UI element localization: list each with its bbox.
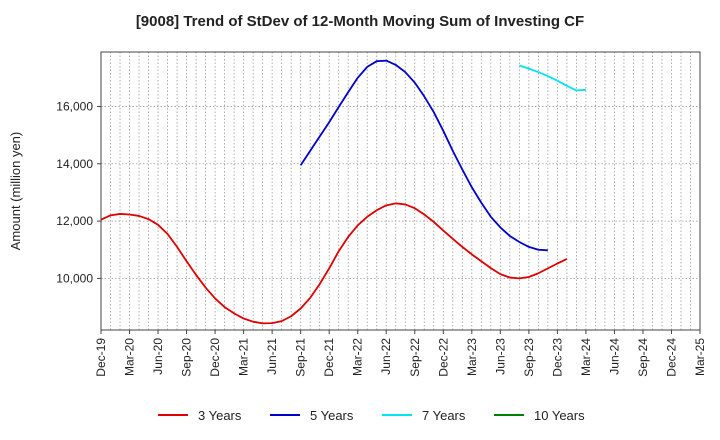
x-tick-label: Mar-21 — [237, 338, 251, 376]
x-tick-label: Mar-22 — [351, 338, 365, 376]
x-tick-label: Sep-24 — [636, 338, 650, 377]
x-tick-label: Dec-22 — [436, 338, 450, 377]
x-axis-ticks: Dec-19 Mar-20 Jun-20 Sep-20 Dec-20 Mar-21 Jun-… — [94, 330, 707, 377]
legend-label: 3 Years — [198, 408, 242, 423]
x-tick-label: Sep-22 — [408, 338, 422, 377]
x-tick-label: Sep-20 — [180, 338, 194, 377]
legend: 3 Years 5 Years 7 Years 10 Years — [158, 408, 585, 423]
plot-frame — [100, 51, 701, 331]
y-tick-label: 12,000 — [56, 214, 93, 228]
x-tick-label: Jun-20 — [151, 338, 165, 375]
legend-label: 7 Years — [422, 408, 466, 423]
x-tick-label: Jun-24 — [607, 338, 621, 375]
series-lines — [100, 59, 586, 325]
x-tick-label: Dec-24 — [664, 338, 678, 377]
grid-lines — [101, 52, 700, 330]
x-tick-label: Mar-25 — [693, 338, 707, 376]
x-tick-label: Dec-19 — [94, 338, 108, 377]
y-axis-label: Amount (million yen) — [8, 132, 23, 251]
x-tick-label: Dec-23 — [550, 338, 564, 377]
legend-label: 5 Years — [310, 408, 354, 423]
y-tick-label: 14,000 — [56, 157, 93, 171]
legend-label: 10 Years — [534, 408, 585, 423]
y-tick-label: 16,000 — [56, 99, 93, 113]
x-tick-label: Dec-21 — [322, 338, 336, 377]
x-tick-label: Sep-23 — [522, 338, 536, 377]
series-line-3 — [519, 64, 586, 92]
x-tick-label: Mar-23 — [465, 338, 479, 376]
y-axis-ticks: 10,000 12,000 14,000 16,000 — [56, 99, 101, 285]
x-tick-label: Mar-20 — [123, 338, 137, 376]
x-tick-label: Jun-23 — [493, 338, 507, 375]
x-tick-label: Jun-21 — [265, 338, 279, 375]
x-tick-label: Mar-24 — [579, 338, 593, 376]
chart-title: [9008] Trend of StDev of 12-Month Moving… — [136, 13, 584, 30]
series-line-2 — [299, 59, 548, 252]
x-tick-label: Dec-20 — [208, 338, 222, 377]
x-tick-label: Jun-22 — [379, 338, 393, 375]
series-line-1 — [100, 202, 568, 325]
x-tick-label: Sep-21 — [294, 338, 308, 377]
y-tick-label: 10,000 — [56, 271, 93, 285]
plot-area — [101, 52, 700, 330]
